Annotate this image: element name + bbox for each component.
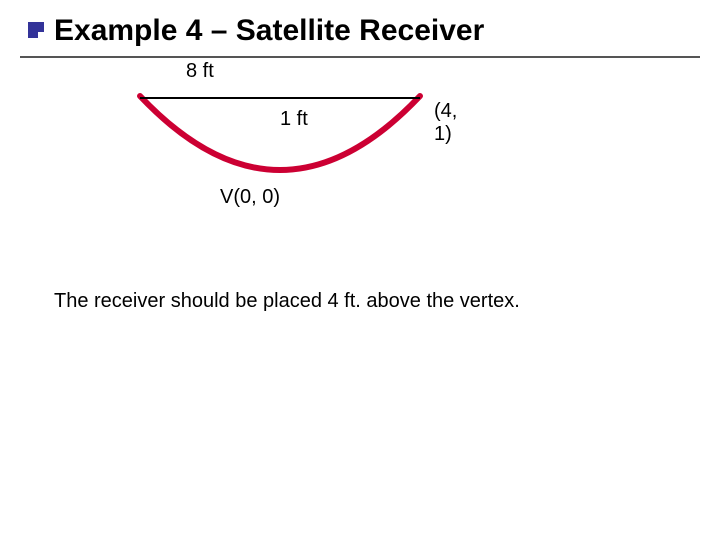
diagram-svg	[120, 68, 460, 228]
vertex-label: V(0, 0)	[220, 186, 280, 209]
slide: Example 4 – Satellite Receiver 8 ft 1 ft…	[0, 0, 720, 540]
parabola-diagram: 8 ft 1 ft (4, 1) V(0, 0)	[120, 68, 460, 228]
slide-title: Example 4 – Satellite Receiver	[54, 14, 484, 48]
depth-label: 1 ft	[280, 108, 308, 131]
title-underline	[20, 56, 700, 58]
width-label: 8 ft	[186, 60, 214, 83]
conclusion-text: The receiver should be placed 4 ft. abov…	[54, 290, 520, 313]
title-bullet-icon	[28, 22, 44, 38]
right-point-label: (4, 1)	[434, 100, 460, 146]
